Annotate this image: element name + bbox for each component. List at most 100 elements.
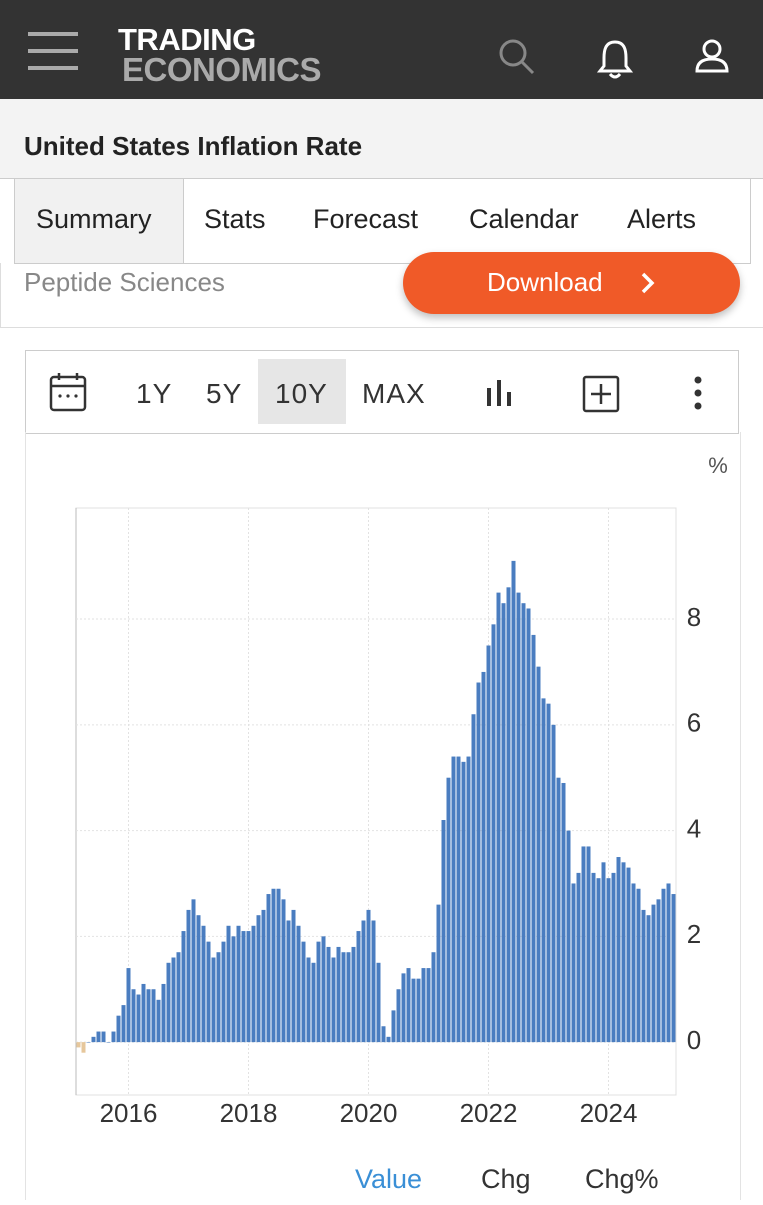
more-button[interactable]: [692, 376, 704, 410]
range-button[interactable]: 1Y: [136, 378, 173, 409]
bar: [446, 777, 451, 1043]
logo[interactable]: ECONOMICS: [122, 51, 322, 88]
y-tick-label: 0: [687, 1025, 701, 1055]
bar: [671, 894, 676, 1043]
footer-tab[interactable]: Value: [355, 1164, 423, 1194]
tab[interactable]: Forecast: [313, 204, 419, 234]
bar: [531, 634, 536, 1043]
search-button[interactable]: [498, 38, 536, 76]
y-tick-label: 8: [687, 602, 701, 632]
bar: [181, 931, 186, 1043]
x-tick-label: 2024: [580, 1098, 638, 1128]
bar: [201, 925, 206, 1043]
range-button[interactable]: MAX: [362, 378, 426, 409]
menu-button[interactable]: [28, 32, 78, 72]
bar: [81, 1042, 86, 1053]
bar: [626, 867, 631, 1043]
bar: [636, 888, 641, 1043]
y-tick-label: 6: [687, 708, 701, 738]
bar: [471, 714, 476, 1043]
bar: [256, 915, 261, 1043]
bar: [406, 968, 411, 1043]
bar: [366, 909, 371, 1043]
bar: [91, 1036, 96, 1043]
bar: [536, 666, 541, 1043]
bar: [286, 920, 291, 1043]
bar: [331, 957, 336, 1043]
bar: [351, 946, 356, 1043]
bar: [346, 952, 351, 1043]
tab[interactable]: Stats: [204, 204, 266, 234]
bar: [161, 983, 166, 1043]
ad-text[interactable]: Peptide Sciences: [24, 267, 225, 297]
bar: [336, 946, 341, 1043]
bar: [476, 682, 481, 1043]
y-tick-label: 2: [687, 919, 701, 949]
bar: [216, 952, 221, 1043]
bar: [166, 962, 171, 1043]
ad-button[interactable]: [403, 252, 740, 314]
bar: [321, 936, 326, 1043]
bar: [226, 925, 231, 1043]
bar: [451, 756, 456, 1043]
bar: [116, 1015, 121, 1043]
footer-tab[interactable]: Chg: [481, 1164, 531, 1194]
bar: [231, 936, 236, 1043]
bar: [496, 592, 501, 1043]
bar: [301, 941, 306, 1043]
bar: [561, 782, 566, 1043]
bar: [106, 1042, 111, 1043]
tab[interactable]: Summary: [36, 204, 152, 234]
bar: [221, 941, 226, 1043]
tab-bar: [14, 179, 751, 264]
ad-button-label[interactable]: Download: [487, 267, 603, 297]
range-button[interactable]: 10Y: [275, 378, 328, 409]
bar: [666, 883, 671, 1043]
bar: [86, 1042, 91, 1043]
footer-tab[interactable]: Chg%: [585, 1164, 659, 1194]
range-button[interactable]: 5Y: [206, 378, 243, 409]
bar: [191, 899, 196, 1043]
bar: [356, 931, 361, 1043]
bar: [621, 862, 626, 1043]
x-tick-label: 2022: [460, 1098, 518, 1128]
title-bar: [0, 99, 763, 179]
bar: [101, 1031, 106, 1043]
tab[interactable]: Calendar: [469, 204, 579, 234]
compare-button[interactable]: [582, 375, 620, 413]
x-tick-label: 2020: [340, 1098, 398, 1128]
account-button[interactable]: [694, 38, 730, 74]
alerts-button[interactable]: [597, 38, 633, 80]
logo[interactable]: TRADING: [118, 22, 256, 57]
bar: [486, 645, 491, 1043]
bar: [151, 989, 156, 1043]
bar: [591, 872, 596, 1043]
chart-type-button[interactable]: [485, 378, 515, 408]
ad-banner[interactable]: [0, 263, 763, 328]
bar: [616, 857, 621, 1043]
bar: [546, 703, 551, 1043]
bar: [416, 978, 421, 1043]
bar: [261, 909, 266, 1043]
bar: [381, 1026, 386, 1043]
bar: [176, 952, 181, 1043]
bar: [276, 888, 281, 1043]
bar: [96, 1031, 101, 1043]
tab[interactable]: Alerts: [627, 204, 697, 234]
bar: [466, 756, 471, 1043]
calendar-button[interactable]: [49, 372, 87, 412]
bar: [586, 846, 591, 1043]
bar: [601, 862, 606, 1043]
bar: [526, 608, 531, 1043]
bar: [186, 909, 191, 1043]
bar: [456, 756, 461, 1043]
bar: [156, 999, 161, 1043]
chart: % 0 2 4 6 8 2016 2018 2020 2022 2024: [75, 453, 728, 1128]
bar: [396, 989, 401, 1043]
bar: [386, 1036, 391, 1043]
bar: [391, 1010, 396, 1043]
bar: [521, 603, 526, 1043]
y-tick-label: 4: [687, 813, 701, 843]
bar: [481, 671, 486, 1043]
bar: [251, 925, 256, 1043]
